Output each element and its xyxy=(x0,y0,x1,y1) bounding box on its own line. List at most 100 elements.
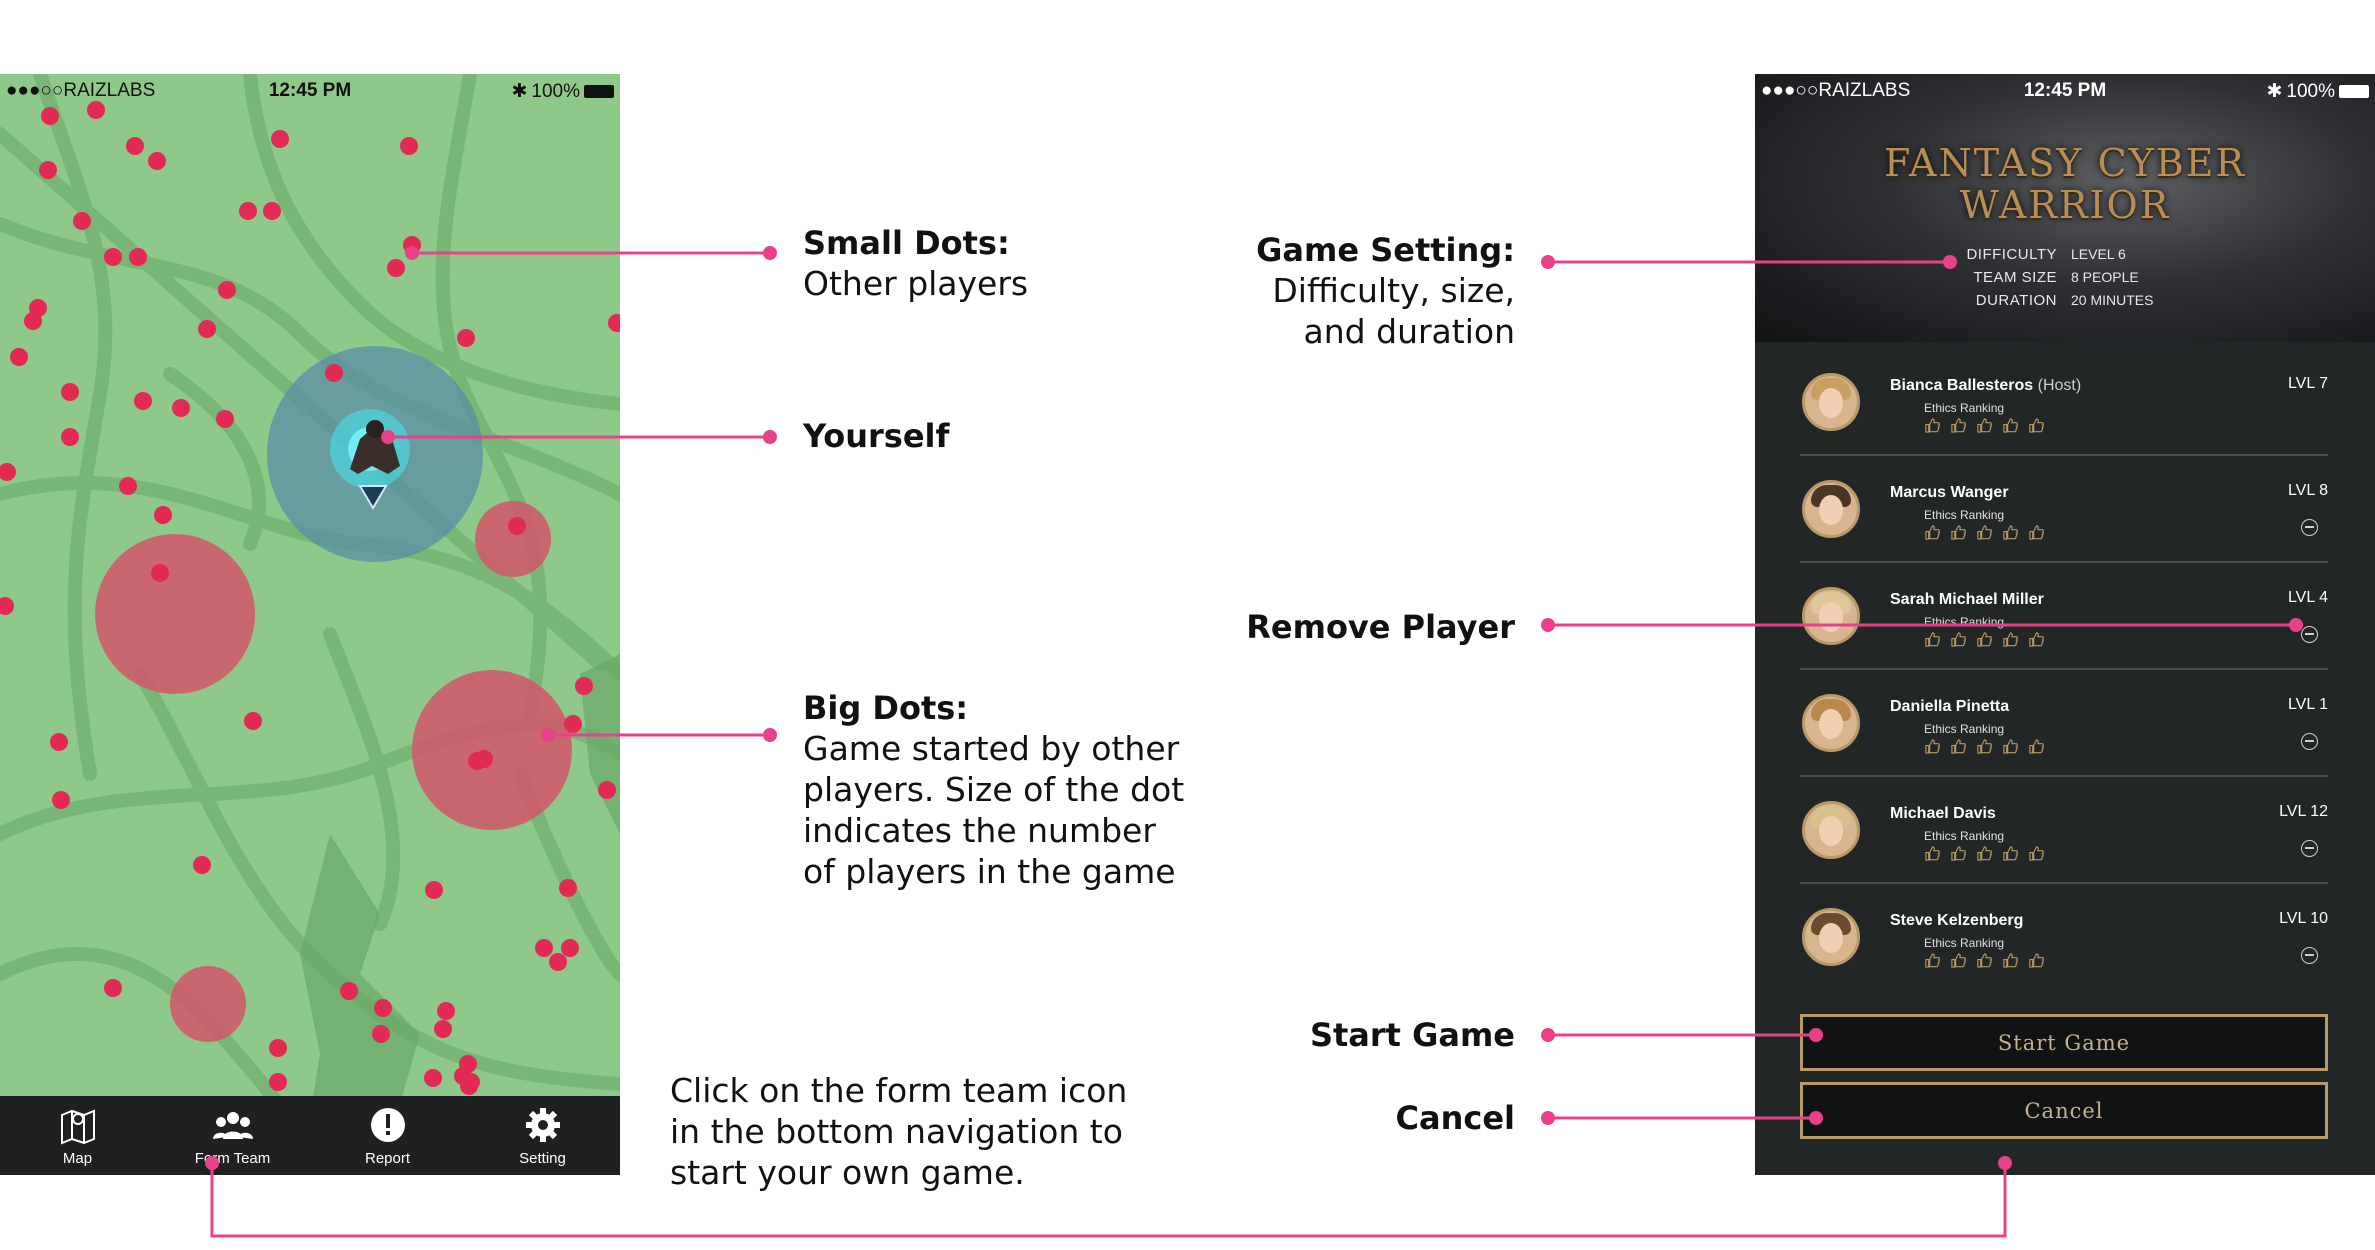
player-name-text: Sarah Michael Miller xyxy=(1890,591,2044,608)
annotation-title: Big Dots: xyxy=(803,689,969,727)
player-level: LVL 8 xyxy=(2287,482,2328,499)
game-title-line2: WARRIOR xyxy=(1959,183,2171,227)
game-dot[interactable] xyxy=(475,501,551,577)
thumbs-up-icon xyxy=(2029,525,2044,540)
thumbs-up-icon xyxy=(1925,525,1940,540)
annotation-big-dots: Big Dots: Game started by other players.… xyxy=(803,688,1184,892)
player-dots xyxy=(0,101,620,1095)
game-dot[interactable] xyxy=(412,670,572,830)
annotation-desc-line: indicates the number xyxy=(803,811,1156,850)
avatar xyxy=(1802,480,1860,538)
annotation-remove-player: Remove Player xyxy=(1246,607,1515,647)
setting-value: 20 MINUTES xyxy=(2071,292,2154,308)
ethics-rating xyxy=(1924,524,2045,541)
start-game-button[interactable]: Start Game xyxy=(1800,1014,2328,1071)
ethics-rating xyxy=(1924,952,2045,969)
remove-player-icon[interactable] xyxy=(2301,733,2318,750)
instruction-line: start your own game. xyxy=(670,1153,1025,1192)
bluetooth-icon: ✱ xyxy=(2266,81,2283,102)
game-title: FANTASY CYBER WARRIOR xyxy=(1755,142,2375,226)
thumbs-up-icon xyxy=(1925,846,1940,861)
ethics-rating xyxy=(1924,417,2045,434)
nav-form-team-label: Form Team xyxy=(194,1150,271,1167)
ethics-rating xyxy=(1924,738,2045,755)
nav-setting[interactable]: Setting xyxy=(465,1096,620,1175)
player-name-text: Michael Davis xyxy=(1890,805,1996,822)
player-row: Marcus Wanger Ethics Ranking LVL 8 xyxy=(1800,456,2328,563)
nav-map[interactable]: Map xyxy=(0,1096,155,1175)
thumbs-up-icon xyxy=(1951,525,1966,540)
thumbs-up-icon xyxy=(1925,739,1940,754)
status-bar: ●●●○○RAIZLABS 12:45 PM ✱ 100% xyxy=(1755,74,2375,108)
battery-indicator: ✱ 100% xyxy=(2266,80,2369,103)
avatar xyxy=(1802,373,1860,431)
thumbs-up-icon xyxy=(1977,632,1992,647)
annotation-cancel: Cancel xyxy=(1396,1098,1516,1138)
player-name: Bianca Ballesteros (Host) xyxy=(1890,377,2081,395)
thumbs-up-icon xyxy=(2029,632,2044,647)
ethics-ranking-label: Ethics Ranking xyxy=(1924,722,2005,736)
remove-player-icon[interactable] xyxy=(2301,840,2318,857)
thumbs-up-icon xyxy=(1977,418,1992,433)
player-row: Bianca Ballesteros (Host) Ethics Ranking… xyxy=(1800,349,2328,456)
player-level: LVL 7 xyxy=(2287,375,2328,392)
remove-player-icon[interactable] xyxy=(2301,947,2318,964)
thumbs-up-icon xyxy=(1951,953,1966,968)
annotation-title: Yourself xyxy=(803,417,950,455)
thumbs-up-icon xyxy=(1977,739,1992,754)
ethics-ranking-label: Ethics Ranking xyxy=(1924,936,2005,950)
instruction-line: in the bottom navigation to xyxy=(670,1112,1123,1151)
player-name-text: Marcus Wanger xyxy=(1890,484,2009,501)
game-dot[interactable] xyxy=(170,966,246,1042)
annotation-desc-line: and duration xyxy=(1303,312,1515,351)
ethics-ranking-label: Ethics Ranking xyxy=(1924,829,2005,843)
setting-key: TEAM SIZE xyxy=(1973,269,2057,286)
remove-player-icon[interactable] xyxy=(2301,519,2318,536)
nav-report[interactable]: Report xyxy=(310,1096,465,1175)
ethics-ranking-label: Ethics Ranking xyxy=(1924,615,2005,629)
player-name-text: Bianca Ballesteros xyxy=(1890,377,2034,394)
ethics-rating xyxy=(1924,631,2045,648)
avatar xyxy=(1802,587,1860,645)
user-location[interactable] xyxy=(267,346,483,562)
cancel-button[interactable]: Cancel xyxy=(1800,1082,2328,1139)
thumbs-up-icon xyxy=(2029,739,2044,754)
annotation-instructions: Click on the form team icon in the botto… xyxy=(670,1070,1127,1193)
player-name: Michael Davis xyxy=(1890,805,1996,823)
annotation-title: Cancel xyxy=(1395,1099,1516,1137)
thumbs-up-icon xyxy=(1951,846,1966,861)
annotation-desc-line: of players in the game xyxy=(803,852,1176,891)
annotation-start-game: Start Game xyxy=(1310,1015,1515,1055)
instruction-line: Click on the form team icon xyxy=(670,1071,1128,1110)
thumbs-up-icon xyxy=(1925,953,1940,968)
player-row: Daniella Pinetta Ethics Ranking LVL 1 xyxy=(1800,670,2328,777)
setting-team-size: TEAM SIZE 8 PEOPLE xyxy=(1905,269,2165,286)
map-icon xyxy=(60,1109,95,1145)
ethics-ranking-label: Ethics Ranking xyxy=(1924,401,2005,415)
player-name: Marcus Wanger xyxy=(1890,484,2009,502)
game-dots xyxy=(95,501,572,1042)
player-name-text: Daniella Pinetta xyxy=(1890,698,2010,715)
thumbs-up-icon xyxy=(2029,953,2044,968)
nav-report-label: Report xyxy=(364,1150,411,1167)
annotation-desc: Other players xyxy=(803,264,1029,303)
nav-form-team[interactable]: Form Team xyxy=(155,1096,310,1175)
gear-icon xyxy=(525,1108,560,1142)
thumbs-up-icon xyxy=(2029,418,2044,433)
carrier-label: ●●●○○RAIZLABS xyxy=(6,80,156,101)
host-label: (Host) xyxy=(2037,377,2082,394)
thumbs-up-icon xyxy=(1925,632,1940,647)
annotation-desc-line: players. Size of the dot xyxy=(803,770,1185,809)
annotation-desc-line: Difficulty, size, xyxy=(1272,271,1515,310)
map-view[interactable] xyxy=(0,74,620,1175)
game-title-line1: FANTASY CYBER xyxy=(1883,141,2247,185)
map-roads xyxy=(0,74,620,1175)
game-dot[interactable] xyxy=(95,534,255,694)
player-name: Steve Kelzenberg xyxy=(1890,912,2023,930)
battery-indicator: ✱ 100% xyxy=(511,80,614,103)
bluetooth-icon: ✱ xyxy=(511,81,528,102)
setting-difficulty: DIFFICULTY LEVEL 6 xyxy=(1905,246,2165,263)
remove-player-icon[interactable] xyxy=(2301,626,2318,643)
setting-value: 8 PEOPLE xyxy=(2071,269,2139,285)
setting-value: LEVEL 6 xyxy=(2071,246,2126,262)
